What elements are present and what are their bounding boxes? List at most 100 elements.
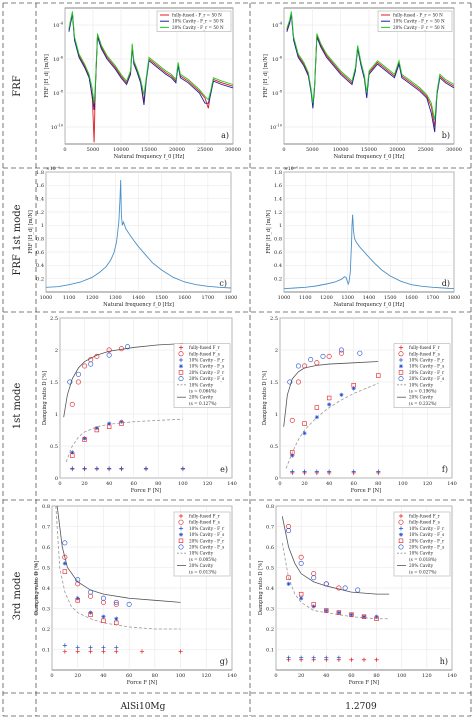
y-tick-label: 2 xyxy=(55,348,58,354)
x-tick-label: 30000 xyxy=(446,147,462,153)
data-point-s4 xyxy=(324,608,329,613)
panel-label: e) xyxy=(220,465,228,474)
data-point-s2 xyxy=(94,466,99,471)
y-tick-label: 0.8 xyxy=(274,236,282,242)
x-tick-label: 20 xyxy=(75,673,81,679)
data-point-s4 xyxy=(336,610,342,615)
data-point-s3 xyxy=(314,415,319,420)
legend-marker xyxy=(398,532,404,537)
x-tick-label: 1800 xyxy=(448,295,461,301)
legend-marker xyxy=(398,376,404,382)
legend-entry: 10% Cavity xyxy=(189,551,214,556)
y-tick-label: 0.7 xyxy=(266,524,274,530)
legend-marker xyxy=(178,376,184,382)
grid xyxy=(283,171,455,292)
y-tick-label: 1.8 xyxy=(36,170,44,176)
x-tick-label: 120 xyxy=(423,481,433,487)
data-point-s1 xyxy=(82,363,88,369)
y-tick-label: 0 xyxy=(55,476,58,482)
y-tick-label: 2.5 xyxy=(270,316,278,322)
legend: fully-fused - F_r = 50 N10% Cavity - F_r… xyxy=(377,10,453,32)
y-tick-label: 0.1 xyxy=(42,647,50,653)
legend-marker xyxy=(178,526,184,531)
data-point-s4 xyxy=(62,569,68,574)
data-point-s4 xyxy=(101,618,106,624)
panel-label: a) xyxy=(221,131,229,140)
legend-entry: (s = 0.005%) xyxy=(189,557,217,562)
y-tick-label: 0.5 xyxy=(266,565,274,571)
legend-entry: 20% Cavity xyxy=(409,563,434,568)
y-tick-label: 0.4 xyxy=(266,586,274,592)
x-tick-label: 1600 xyxy=(178,295,191,301)
legend-entry: 20% Cavity - F_s xyxy=(189,545,224,550)
legend-marker xyxy=(398,370,404,375)
legend-marker xyxy=(178,513,184,519)
data-point-s1 xyxy=(286,523,292,529)
y-tick-label: 0.5 xyxy=(270,444,278,450)
series-line-2 xyxy=(68,11,234,104)
y-tick-label: 0.2 xyxy=(266,627,274,633)
axis-exponent-label: ×10⁻⁶ xyxy=(284,166,298,172)
plot-area xyxy=(286,11,455,133)
data-point-s0 xyxy=(62,649,67,654)
row-label: FRF xyxy=(12,75,23,96)
legend-entry: 20% Cavity - F_r xyxy=(189,370,224,375)
column-labels: AlSi10Mg 1.2709 xyxy=(120,702,377,712)
y-axis-label: Damping ratio D [%] xyxy=(42,371,48,425)
chart-panel-f: 0 20 40 60 80 100 120 140 0 0.5 1 1.5 2 2.5 Force F [N… xyxy=(262,316,457,494)
x-axis-label: Force F [N] xyxy=(349,680,379,686)
data-point-s1 xyxy=(289,417,295,423)
legend-entry: 20% Cavity - F_r xyxy=(189,538,224,543)
y-tick-label: 0.2 xyxy=(36,276,44,282)
data-point-s2 xyxy=(327,469,332,474)
x-tick-label: 100 xyxy=(397,673,407,679)
legend-marker xyxy=(398,357,404,363)
y-tick-label: 0.5 xyxy=(50,444,58,450)
y-tick-label: 0.6 xyxy=(274,250,282,256)
x-axis-label: Natural frequency f_0 [Hz] xyxy=(103,302,174,308)
legend-entry: fully-fused F_s xyxy=(189,520,220,525)
legend: fully-fused - F_r = 50 N10% Cavity - F_r… xyxy=(156,10,232,32)
y-tick-label: 1.4 xyxy=(274,196,282,202)
legend-marker xyxy=(178,532,184,537)
y-tick-label: 2.5 xyxy=(50,316,58,322)
series-line-0 xyxy=(45,179,232,289)
x-tick-label: 0 xyxy=(282,147,285,153)
x-tick-label: 5000 xyxy=(306,147,319,153)
legend-marker xyxy=(178,345,184,350)
x-tick-label: 80 xyxy=(152,673,158,679)
data-point-s2 xyxy=(299,655,304,660)
y-tick-label: 10-10 xyxy=(51,124,64,131)
y-tick-label: 1.5 xyxy=(50,380,58,386)
y-tick-label: 0.8 xyxy=(36,236,44,242)
series-line-2 xyxy=(286,11,455,121)
y-axis-label: FRF |H_d| [m/N] xyxy=(28,210,34,254)
y-tick-label: 0.4 xyxy=(274,263,282,269)
panel-label: f) xyxy=(442,465,448,474)
y-tick-label: 0.2 xyxy=(42,627,50,633)
data-point-s4 xyxy=(314,405,320,410)
data-point-s2 xyxy=(376,469,381,474)
data-point-s5 xyxy=(67,379,73,385)
data-point-s5 xyxy=(126,601,132,607)
y-tick-label: 0.7 xyxy=(42,524,50,530)
data-point-s1 xyxy=(302,363,308,369)
y-tick-label: 1.4 xyxy=(36,196,44,202)
y-tick-label: 1.5 xyxy=(270,380,278,386)
y-tick-label: 0.6 xyxy=(36,250,44,256)
x-axis-label: Natural frequency f_0 [Hz] xyxy=(334,302,405,308)
y-axis-label: FRF |H_d| [m/N] xyxy=(44,54,50,98)
y-tick-label: 0.4 xyxy=(42,586,50,592)
x-tick-label: 60 xyxy=(131,481,137,487)
legend-entry: 10% Cavity xyxy=(189,382,214,387)
y-tick-label: 1 xyxy=(55,412,58,418)
data-point-s5 xyxy=(308,357,314,363)
data-point-s5 xyxy=(75,577,81,583)
x-tick-label: 80 xyxy=(375,481,381,487)
x-tick-label: 80 xyxy=(155,481,161,487)
y-tick-label: 1.6 xyxy=(36,183,44,189)
x-tick-label: 0 xyxy=(274,673,277,679)
